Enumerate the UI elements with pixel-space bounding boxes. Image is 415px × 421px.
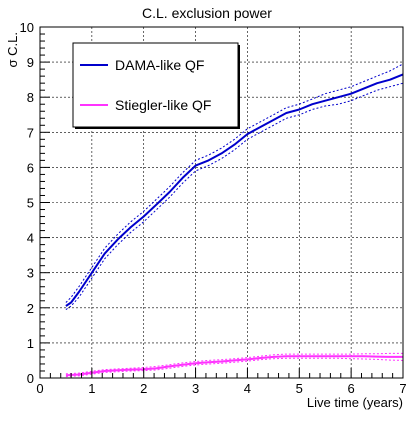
plot-series (65, 63, 404, 378)
series-band-upper (65, 352, 403, 375)
x-axis-label: Live time (years) (307, 395, 403, 410)
x-tick-label: 1 (88, 381, 95, 396)
chart-title: C.L. exclusion power (142, 5, 272, 21)
x-tick-label: 7 (399, 381, 406, 396)
y-tick-label: 4 (27, 231, 34, 246)
y-tick-label: 1 (27, 336, 34, 351)
y-tick-label: 0 (27, 371, 34, 386)
y-tick-label: 8 (27, 90, 34, 105)
y-tick-label: 10 (20, 20, 34, 35)
series-line (65, 73, 404, 307)
series-band-upper (65, 63, 404, 303)
y-tick-label: 6 (27, 160, 34, 175)
series-band-lower (65, 357, 404, 378)
y-axis-label: σ C.L. (5, 32, 20, 67)
grid (40, 27, 403, 378)
y-tick-label: 2 (27, 301, 34, 316)
x-tick-label: 3 (192, 381, 199, 396)
legend-label: DAMA-like QF (115, 57, 204, 73)
x-tick-label: 4 (244, 381, 251, 396)
x-tick-label: 0 (36, 381, 43, 396)
series-line (65, 355, 403, 377)
series-band-lower (65, 82, 404, 311)
axis-ticks: 0 1 2 3 4 5 6 7 0 1 2 3 4 5 6 7 8 9 10 (20, 20, 407, 396)
legend: DAMA-like QF Stiegler-like QF (72, 42, 240, 129)
x-tick-label: 6 (348, 381, 355, 396)
legend-box (72, 42, 239, 128)
y-tick-label: 5 (27, 196, 34, 211)
x-tick-label: 5 (296, 381, 303, 396)
y-tick-label: 3 (27, 266, 34, 281)
y-tick-label: 7 (27, 125, 34, 140)
y-tick-label: 9 (27, 55, 34, 70)
x-tick-label: 2 (140, 381, 147, 396)
legend-label: Stiegler-like QF (115, 97, 211, 113)
